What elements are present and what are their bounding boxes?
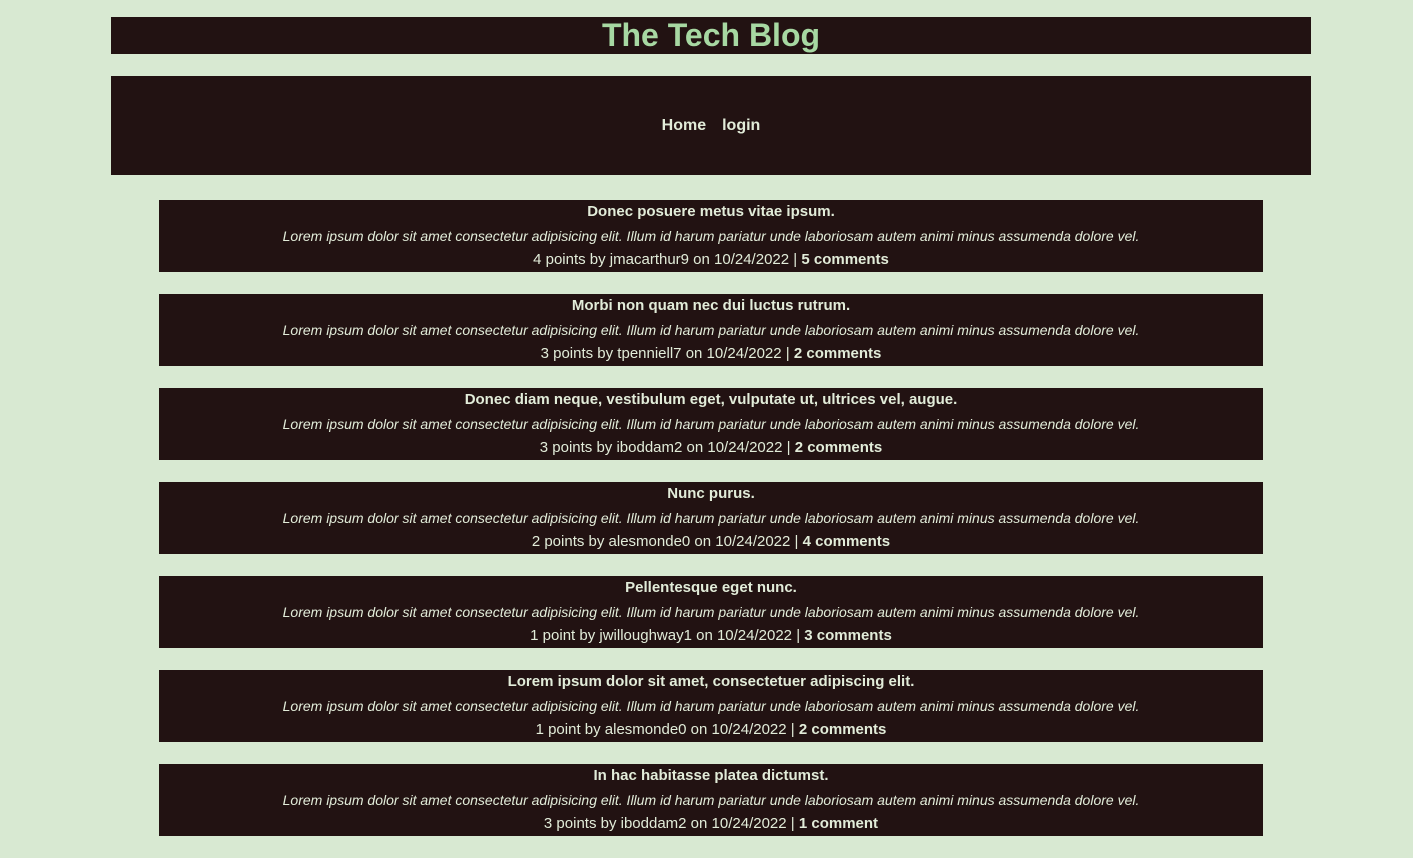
post-meta: 1 point by jwilloughway1 on 10/24/2022 |… [159, 628, 1263, 643]
nav-home-link[interactable]: Home [661, 116, 707, 134]
post-card: Donec posuere metus vitae ipsum. Lorem i… [159, 200, 1263, 272]
post-excerpt: Lorem ipsum dolor sit amet consectetur a… [282, 510, 1140, 526]
site-header: The Tech Blog [111, 17, 1311, 54]
post-meta-text: 4 points by jmacarthur9 on 10/24/2022 | [533, 251, 798, 268]
post-title-link[interactable]: Donec diam neque, vestibulum eget, vulpu… [464, 391, 958, 408]
nav-login-link[interactable]: login [722, 116, 761, 134]
post-title-link[interactable]: Pellentesque eget nunc. [625, 579, 797, 596]
post-meta-text: 1 point by alesmonde0 on 10/24/2022 | [535, 721, 795, 738]
post-title-link[interactable]: Lorem ipsum dolor sit amet, consectetuer… [507, 673, 915, 690]
post-meta: 1 point by alesmonde0 on 10/24/2022 | 2 … [159, 722, 1263, 737]
post-title-link[interactable]: Nunc purus. [667, 485, 755, 502]
post-card: In hac habitasse platea dictumst. Lorem … [159, 764, 1263, 836]
post-title-link[interactable]: Donec posuere metus vitae ipsum. [587, 203, 835, 220]
post-excerpt: Lorem ipsum dolor sit amet consectetur a… [282, 698, 1140, 714]
post-card: Nunc purus. Lorem ipsum dolor sit amet c… [159, 482, 1263, 554]
post-meta: 4 points by jmacarthur9 on 10/24/2022 | … [159, 252, 1263, 267]
comments-link[interactable]: 4 comments [802, 533, 891, 550]
comments-link[interactable]: 2 comments [798, 721, 887, 738]
comments-link[interactable]: 5 comments [801, 251, 889, 268]
post-meta-text: 3 points by iboddam2 on 10/24/2022 | [543, 815, 795, 832]
post-meta: 3 points by iboddam2 on 10/24/2022 | 2 c… [159, 440, 1263, 455]
post-meta: 3 points by iboddam2 on 10/24/2022 | 1 c… [159, 816, 1263, 831]
post-list: Donec posuere metus vitae ipsum. Lorem i… [159, 200, 1263, 858]
post-excerpt: Lorem ipsum dolor sit amet consectetur a… [282, 322, 1140, 338]
post-meta: 3 points by tpenniell7 on 10/24/2022 | 2… [159, 346, 1263, 361]
post-meta-text: 1 point by jwilloughway1 on 10/24/2022 | [530, 627, 801, 644]
post-meta-text: 3 points by iboddam2 on 10/24/2022 | [539, 439, 791, 456]
post-card: Lorem ipsum dolor sit amet, consectetuer… [159, 670, 1263, 742]
comments-link[interactable]: 1 comment [798, 815, 879, 832]
post-excerpt: Lorem ipsum dolor sit amet consectetur a… [282, 792, 1140, 808]
site-title: The Tech Blog [601, 17, 821, 53]
post-excerpt: Lorem ipsum dolor sit amet consectetur a… [282, 228, 1140, 244]
post-meta-text: 3 points by tpenniell7 on 10/24/2022 | [540, 345, 790, 362]
post-card: Pellentesque eget nunc. Lorem ipsum dolo… [159, 576, 1263, 648]
post-card: Donec diam neque, vestibulum eget, vulpu… [159, 388, 1263, 460]
post-excerpt: Lorem ipsum dolor sit amet consectetur a… [282, 604, 1140, 620]
main-nav: Home login [111, 76, 1311, 175]
post-meta: 2 points by alesmonde0 on 10/24/2022 | 4… [159, 534, 1263, 549]
post-title-link[interactable]: Morbi non quam nec dui luctus rutrum. [571, 297, 851, 314]
comments-link[interactable]: 3 comments [804, 627, 892, 644]
comments-link[interactable]: 2 comments [794, 439, 883, 456]
post-card: Morbi non quam nec dui luctus rutrum. Lo… [159, 294, 1263, 366]
post-title-link[interactable]: In hac habitasse platea dictumst. [593, 767, 829, 784]
post-meta-text: 2 points by alesmonde0 on 10/24/2022 | [531, 533, 799, 550]
comments-link[interactable]: 2 comments [793, 345, 882, 362]
post-excerpt: Lorem ipsum dolor sit amet consectetur a… [282, 416, 1140, 432]
